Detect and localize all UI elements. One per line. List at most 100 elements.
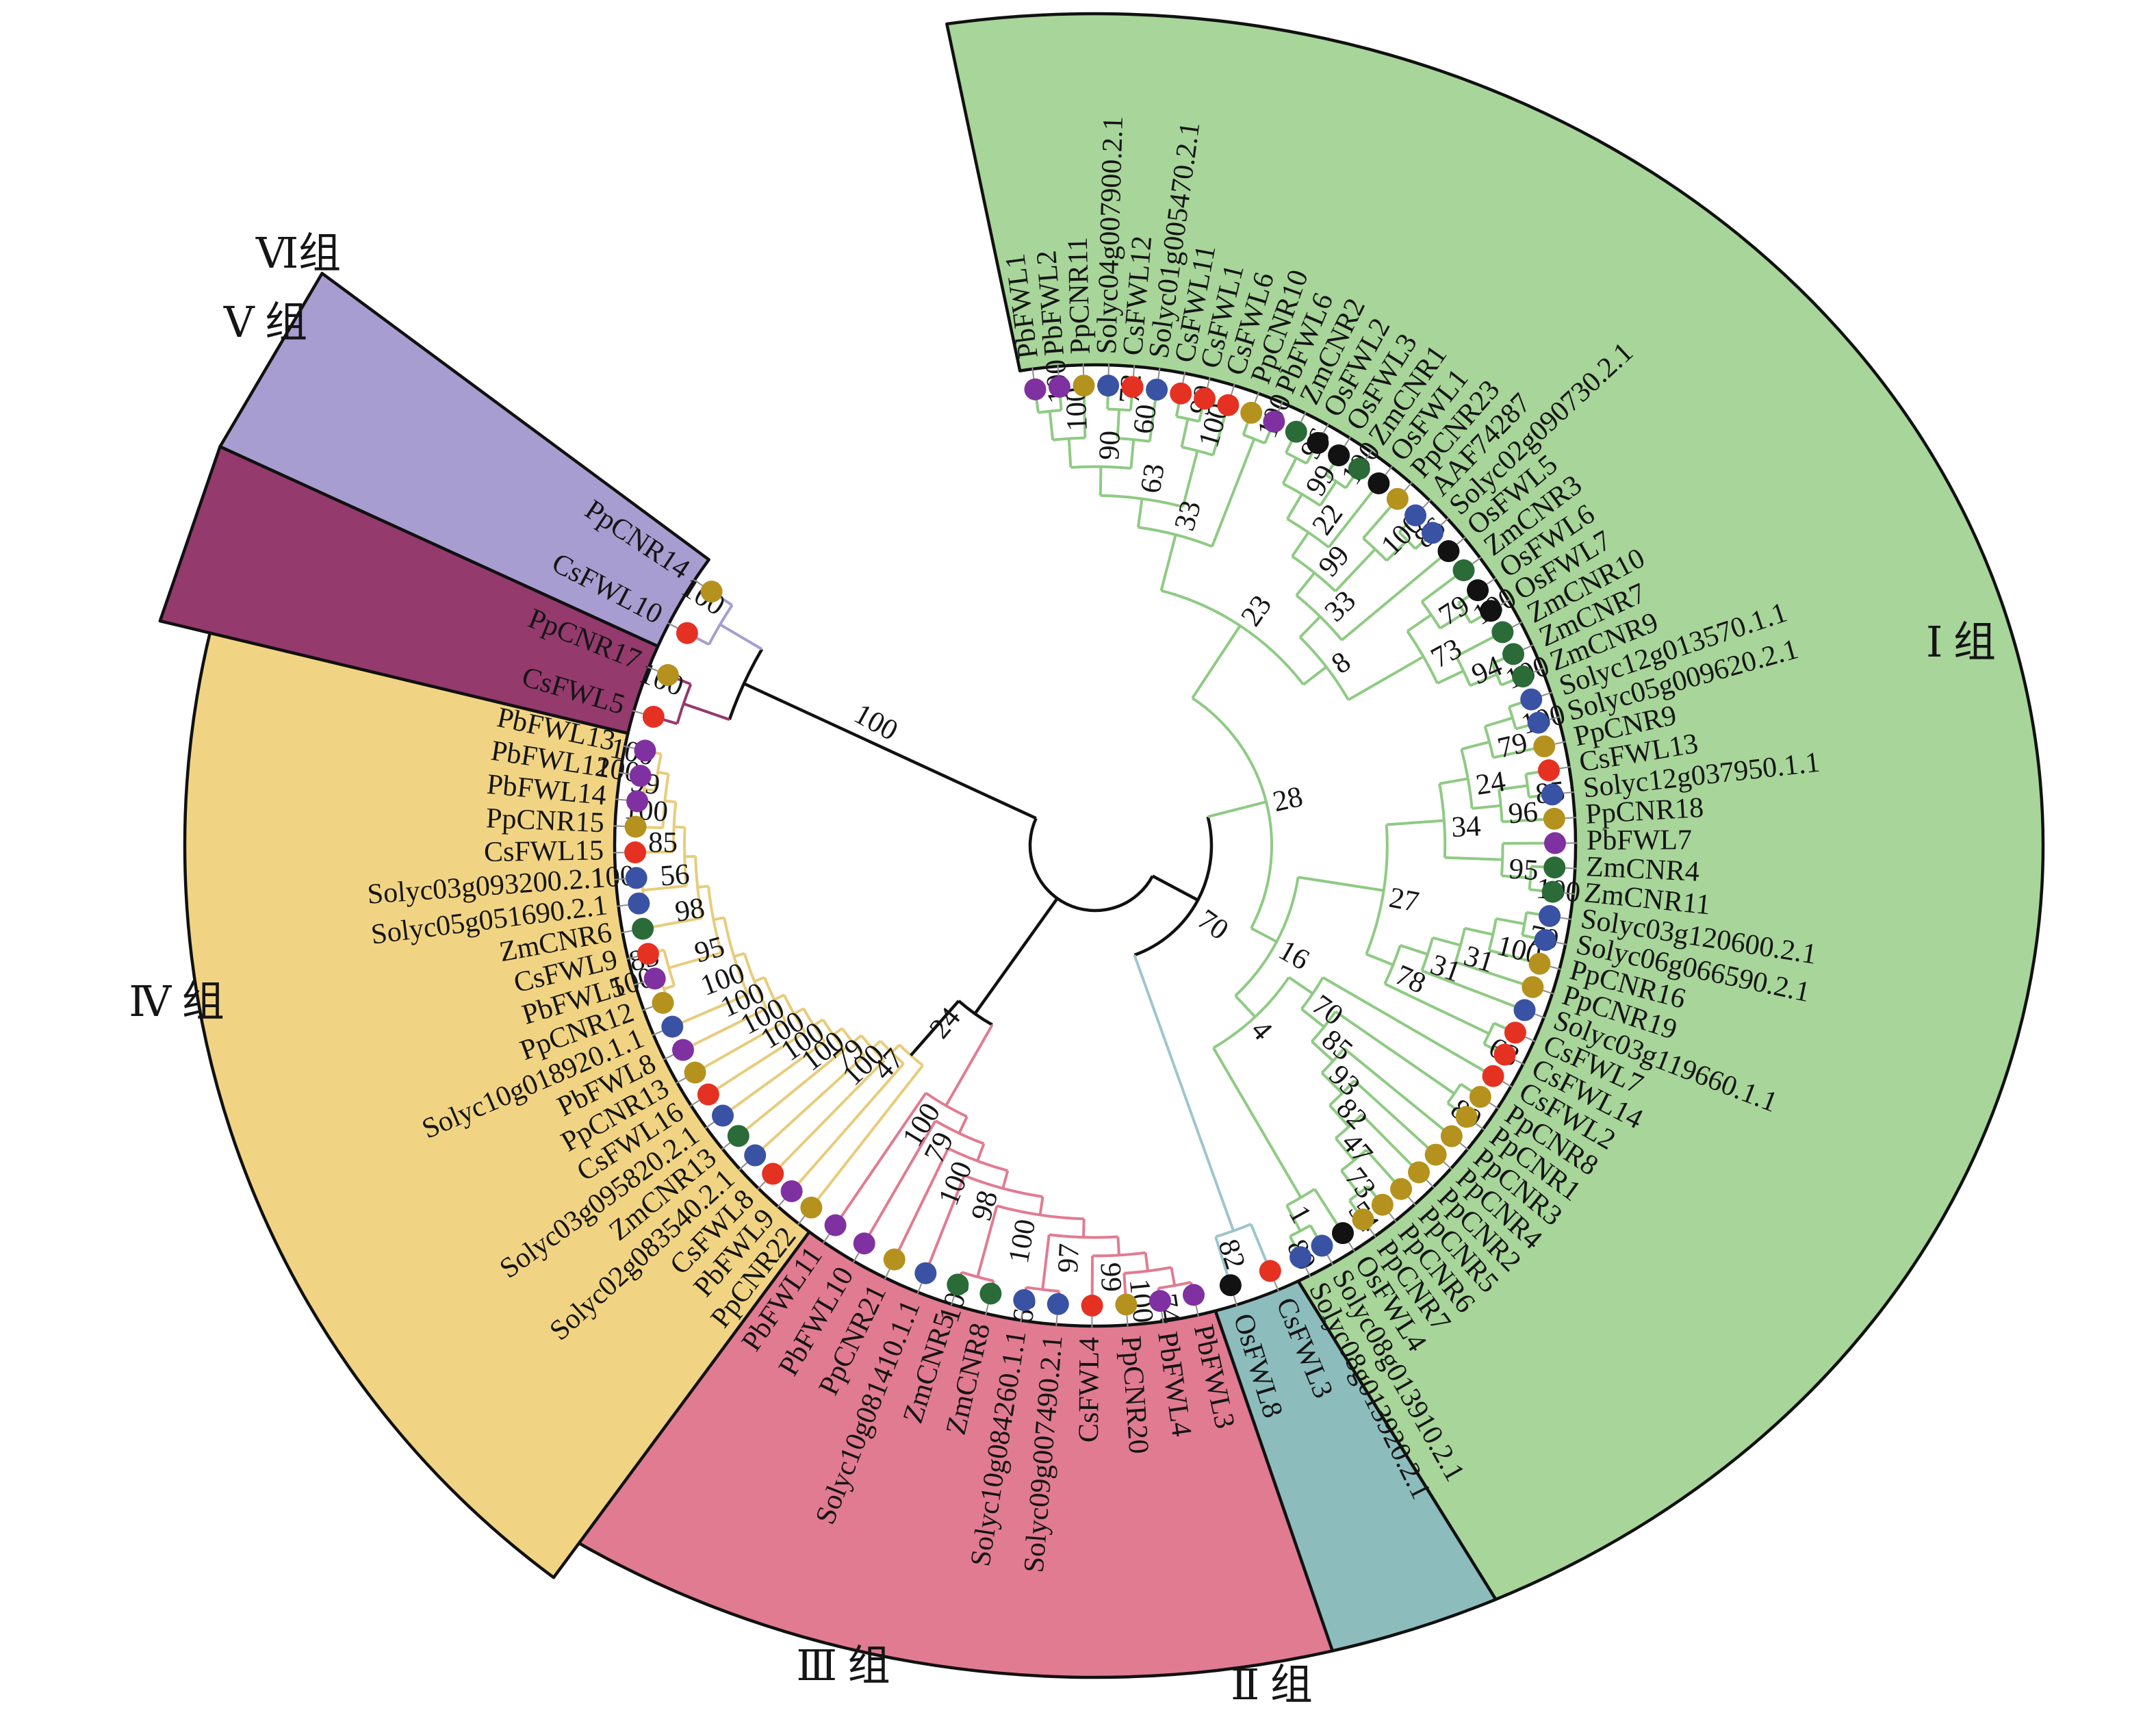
species-dot <box>947 1273 969 1296</box>
bootstrap-value: 90 <box>1093 430 1127 461</box>
bootstrap-value: 28 <box>1270 780 1305 818</box>
species-dot <box>1024 378 1047 401</box>
species-dot <box>1217 394 1240 416</box>
species-dot <box>1541 880 1564 903</box>
species-dot <box>1455 1106 1478 1128</box>
species-dots <box>613 364 1577 1327</box>
species-dot <box>1047 1293 1069 1315</box>
species-dot <box>1081 1294 1103 1317</box>
species-dot <box>628 892 650 915</box>
species-dot <box>1219 1274 1242 1297</box>
species-dot <box>1522 976 1544 998</box>
group-label-I: Ⅰ 组 <box>1926 620 1996 666</box>
bootstrap-value: 56 <box>659 858 691 892</box>
species-dot <box>671 1039 694 1061</box>
species-dot <box>629 765 652 787</box>
species-dot <box>1048 376 1070 398</box>
species-dot <box>1183 1284 1205 1306</box>
species-dot <box>1469 1086 1491 1108</box>
species-dot <box>1259 1260 1281 1282</box>
species-dot <box>626 790 649 813</box>
bootstrap-value: 24 <box>1474 765 1508 802</box>
species-dot <box>1013 1288 1036 1311</box>
species-dot <box>1527 711 1550 734</box>
tip-label: ZmCNR4 <box>1585 851 1700 888</box>
bootstrap-value: 60 <box>1127 403 1163 435</box>
species-dot <box>1437 540 1460 563</box>
species-dot <box>1404 504 1427 526</box>
species-dot <box>1073 374 1095 397</box>
species-dot <box>1386 487 1409 510</box>
species-dot <box>656 663 679 686</box>
species-dot <box>684 1061 706 1084</box>
group-sector-II <box>1214 1279 1498 1653</box>
species-dot <box>634 739 656 762</box>
group-sector-III <box>529 1230 1335 1679</box>
tip-label: PpCNR18 <box>1584 792 1704 830</box>
species-dot <box>1543 832 1566 854</box>
group-label-II: Ⅱ 组 <box>1231 1662 1313 1709</box>
species-dot <box>1285 420 1307 443</box>
group-label-VI: Ⅵ组 <box>255 231 341 277</box>
species-dot <box>661 1015 684 1038</box>
species-dot <box>637 943 659 965</box>
species-dot <box>762 1163 784 1185</box>
bootstrap-value: 79 <box>1495 726 1531 765</box>
species-dot <box>1452 559 1475 582</box>
group-label-V: Ⅴ 组 <box>223 300 307 346</box>
species-dot <box>700 581 723 603</box>
species-dot <box>1513 999 1536 1021</box>
species-dot <box>1390 1178 1413 1200</box>
species-dot <box>1480 600 1502 622</box>
species-dot <box>1311 1234 1333 1257</box>
species-dot <box>1537 759 1560 782</box>
species-dot <box>1368 472 1390 494</box>
species-dot <box>624 815 647 838</box>
species-dot <box>1263 410 1285 433</box>
bootstrap-value: 95 <box>1508 853 1539 887</box>
species-dot <box>1097 374 1120 397</box>
species-dot <box>1520 688 1543 711</box>
species-dot <box>1491 621 1514 644</box>
bootstrap-value: 63 <box>1134 461 1170 496</box>
species-dot <box>914 1262 937 1284</box>
species-dot <box>642 705 665 728</box>
tip-label: CsFWL15 <box>484 835 604 868</box>
species-dot <box>800 1196 823 1219</box>
species-dot <box>1543 807 1565 830</box>
group-sector-IV <box>183 631 811 1579</box>
species-dot <box>1121 376 1144 398</box>
species-dot <box>1528 952 1551 975</box>
species-dot <box>1146 379 1168 401</box>
tip-label: Solyc04g007900.2.1 <box>1091 116 1129 355</box>
species-dot <box>1408 1161 1430 1184</box>
bootstrap-value: 99 <box>1094 1262 1127 1292</box>
species-dot <box>1543 856 1566 879</box>
tip-label: PpCNR15 <box>485 802 604 839</box>
group-label-IV: Ⅳ 组 <box>129 979 224 1026</box>
tip-label: PbFWL7 <box>1587 824 1692 856</box>
species-dot <box>1482 1065 1504 1087</box>
species-dot <box>1512 665 1535 688</box>
bootstrap-value: 96 <box>1507 796 1539 830</box>
group-label-III: Ⅲ 组 <box>796 1643 890 1690</box>
species-dot <box>780 1180 803 1202</box>
species-dot <box>1307 432 1329 455</box>
species-dot <box>1148 1290 1171 1312</box>
species-dot <box>1467 579 1489 602</box>
species-dot <box>632 917 654 940</box>
species-dot <box>1493 1043 1516 1066</box>
species-dot <box>1328 444 1350 467</box>
species-dot <box>712 1104 734 1127</box>
species-dot <box>1504 1021 1526 1044</box>
species-dot <box>1194 388 1216 410</box>
bootstrap-value: 100 <box>1003 1217 1042 1266</box>
bootstrap-value: 34 <box>1451 810 1482 843</box>
species-dot <box>624 841 647 864</box>
species-dot <box>727 1125 749 1147</box>
species-dot <box>824 1214 847 1236</box>
species-dot <box>697 1083 719 1106</box>
bootstrap-value: 98 <box>673 892 707 928</box>
species-dot <box>1170 382 1192 405</box>
